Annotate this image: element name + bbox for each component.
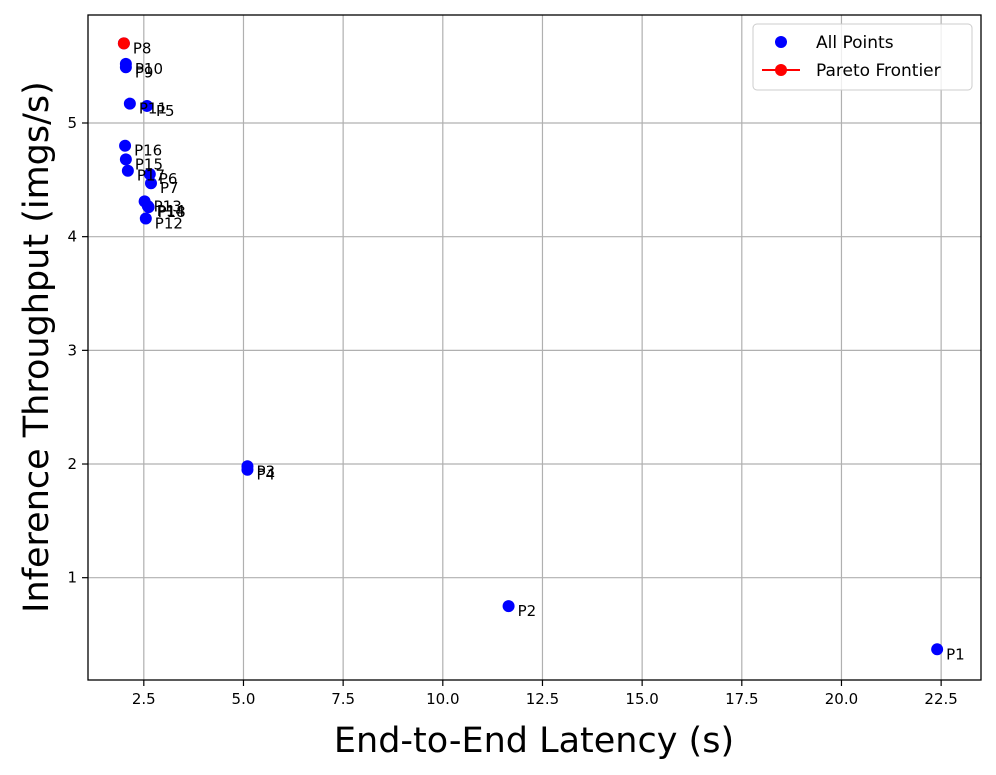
x-tick-label: 12.5 [526, 690, 559, 708]
x-tick-label: 17.5 [725, 690, 758, 708]
legend-box [752, 23, 973, 91]
grid-lines [88, 15, 981, 680]
legend-pareto-marker [775, 64, 787, 76]
point-label-p17: P17 [137, 167, 165, 185]
point-label-p15: P15 [135, 155, 163, 173]
data-point-p4 [241, 463, 254, 476]
point-label-p10: P10 [135, 60, 163, 78]
legend-pareto-label: Pareto Frontier [816, 61, 941, 81]
data-point-p1 [931, 643, 944, 656]
x-tick-label: 15.0 [625, 690, 658, 708]
data-point-p11 [123, 97, 136, 110]
x-tick-label: 20.0 [825, 690, 858, 708]
data-point-p5 [141, 99, 154, 112]
legend-all-points-marker [775, 36, 787, 48]
legend: All Points Pareto Frontier [752, 23, 973, 91]
x-tick-label: 22.5 [924, 690, 957, 708]
data-point-p17 [121, 164, 134, 177]
x-tick-label: 10.0 [426, 690, 459, 708]
data-point-p10 [119, 57, 132, 70]
data-point-p12 [139, 212, 152, 225]
y-tick-label: 5 [67, 114, 77, 132]
point-label-p4: P4 [256, 466, 275, 484]
data-point-p6 [143, 168, 156, 181]
point-label-p14: P14 [157, 202, 185, 220]
point-label-p18: P18 [158, 203, 186, 221]
legend-all-points-label: All Points [816, 33, 894, 53]
point-label-p9: P9 [135, 63, 154, 81]
y-tick-label: 2 [67, 455, 77, 473]
point-label-p11: P11 [139, 100, 167, 118]
axis-ticks: 2.5 5.0 7.5 10.0 12.5 15.0 17.5 20.0 22.5 1 2 3 4 5 [67, 114, 957, 708]
plot-frame [87, 14, 982, 681]
data-point-p18 [142, 201, 155, 214]
point-label-p3: P3 [256, 462, 275, 480]
x-tick-label: 5.0 [232, 690, 256, 708]
point-label-p5: P5 [156, 102, 175, 120]
data-point-p7 [144, 177, 157, 190]
point-label-p2: P2 [518, 602, 537, 620]
x-tick-label: 2.5 [132, 690, 156, 708]
point-label-p12: P12 [155, 214, 183, 232]
y-tick-label: 1 [67, 569, 77, 587]
y-tick-label: 4 [67, 228, 77, 246]
point-label-p13: P13 [154, 197, 182, 215]
x-tick-label: 7.5 [331, 690, 355, 708]
x-axis-title: End-to-End Latency (s) [334, 721, 734, 761]
point-label-p7: P7 [160, 179, 179, 197]
data-points [117, 37, 944, 656]
data-point-p16 [119, 139, 132, 152]
y-axis-title: Inference Throughput (imgs/s) [17, 81, 57, 613]
data-point-p15 [119, 153, 132, 166]
data-point-p8 [117, 37, 130, 50]
y-tick-label: 3 [67, 341, 77, 359]
point-label-p1: P1 [946, 645, 965, 663]
point-label-p16: P16 [134, 142, 162, 160]
point-label-p6: P6 [159, 170, 178, 188]
point-label-p8: P8 [133, 39, 152, 57]
data-point-p2 [502, 600, 515, 613]
